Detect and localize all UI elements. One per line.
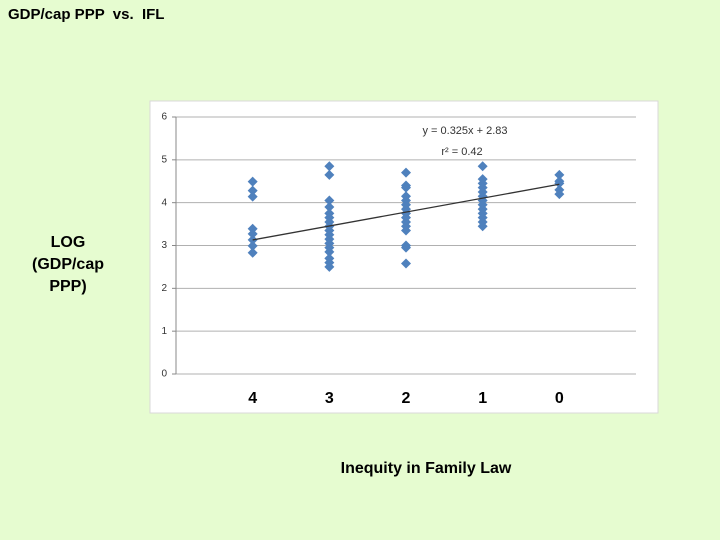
- y-tick-label: 3: [161, 240, 167, 251]
- point: [247, 223, 258, 234]
- point: [247, 228, 258, 239]
- point: [554, 169, 565, 180]
- point: [554, 189, 565, 200]
- point: [324, 169, 335, 180]
- point: [477, 221, 488, 232]
- x-tick-label: 3: [325, 390, 334, 407]
- point: [247, 234, 258, 245]
- r-squared: r² = 0.42: [441, 146, 482, 158]
- point: [324, 161, 335, 172]
- point: [324, 261, 335, 272]
- point: [324, 201, 335, 212]
- x-axis-label: Inequity in Family Law: [340, 460, 512, 477]
- equation: y = 0.325x + 2.83: [422, 125, 507, 137]
- point: [247, 191, 258, 202]
- point: [401, 258, 411, 269]
- x-tick-label: 1: [478, 390, 487, 407]
- point: [401, 167, 411, 178]
- y-tick-label: 6: [161, 112, 167, 123]
- point: [554, 178, 565, 189]
- point: [401, 182, 411, 193]
- point: [401, 242, 411, 253]
- point: [247, 240, 258, 251]
- point: [247, 247, 258, 258]
- x-tick-label: 2: [402, 390, 411, 407]
- y-tick-label: 2: [161, 283, 167, 294]
- x-tick-label: 4: [248, 390, 257, 407]
- point: [324, 195, 335, 206]
- point: [324, 246, 335, 257]
- trendline: [252, 183, 560, 241]
- point: [401, 225, 411, 236]
- y-axis-label: LOG (GDP/cap PPP): [31, 234, 104, 295]
- x-tick-label: 0: [555, 390, 564, 407]
- point: [477, 161, 488, 172]
- y-tick-label: 1: [161, 326, 167, 337]
- y-tick-label: 4: [161, 197, 167, 208]
- y-tick-label: 0: [161, 369, 167, 380]
- point: [247, 176, 258, 187]
- slide-title: GDP/cap PPP vs. IFL: [8, 6, 165, 23]
- chart-area: [149, 100, 659, 414]
- y-tick-label: 5: [161, 154, 167, 165]
- point: [247, 185, 258, 196]
